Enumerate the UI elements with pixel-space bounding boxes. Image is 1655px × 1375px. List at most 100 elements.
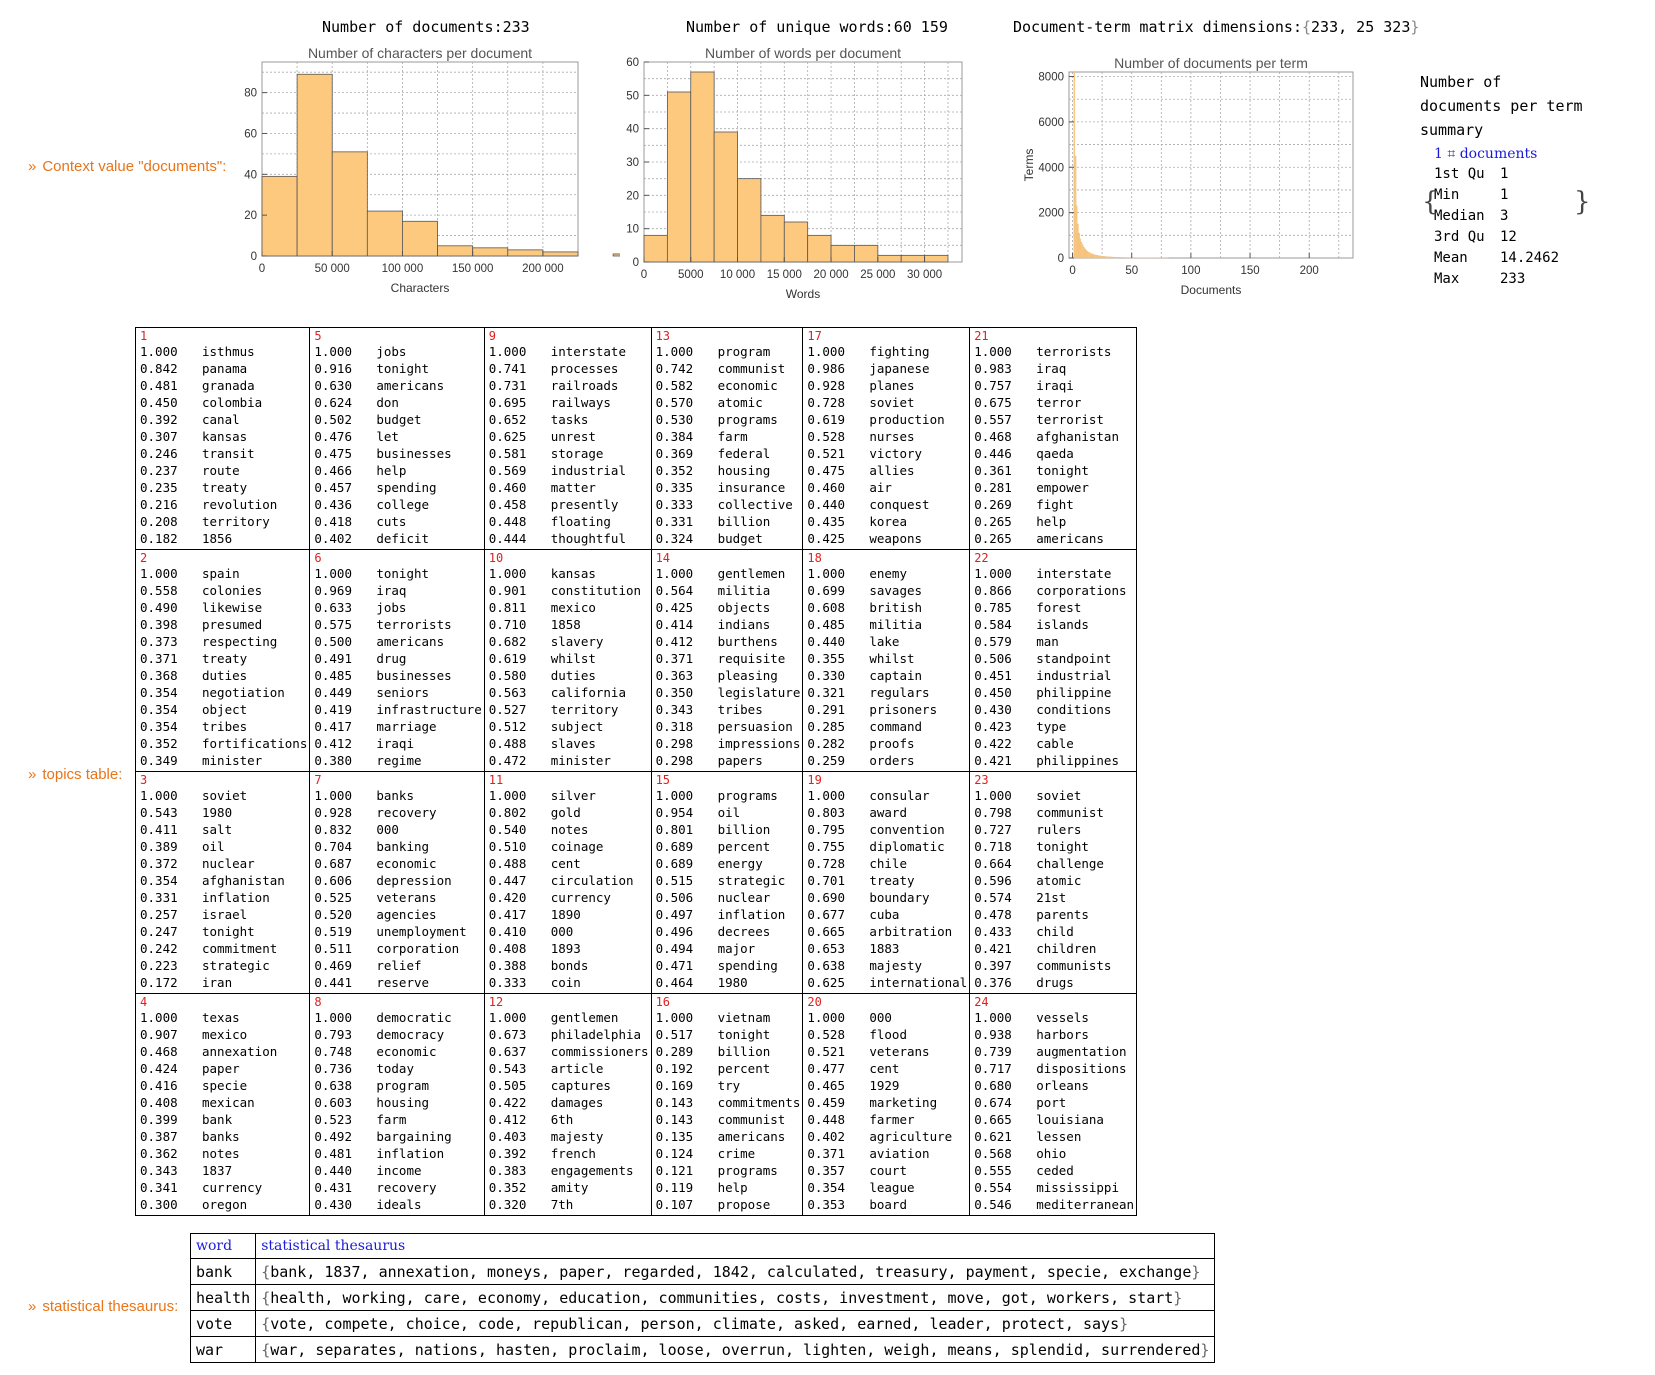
term-word: 1929	[869, 1078, 900, 1093]
thesaurus-terms: health, working, care, economy, educatio…	[270, 1288, 1174, 1307]
term-score: 0.801	[655, 822, 694, 837]
term-word: programs	[717, 788, 778, 803]
term-score: 0.928	[807, 378, 845, 393]
topic-term-row: 0.510 coinage	[489, 838, 649, 855]
histogram-bar	[807, 234, 832, 263]
term-score: 0.606	[314, 873, 352, 888]
term-word: mexico	[550, 600, 596, 615]
topic-term-row: 0.540 notes	[489, 821, 649, 838]
term-word: housing	[717, 463, 771, 478]
topic-term-row: 0.481 inflation	[314, 1145, 481, 1162]
topic-term-row: 0.460 air	[807, 479, 967, 496]
term-score: 0.488	[488, 856, 527, 871]
histogram-bar	[666, 91, 692, 263]
term-score: 0.298	[655, 753, 694, 768]
thesaurus-row: bank {bank, 1837, annexation, moneys, pap…	[189, 1258, 1216, 1285]
term-word: persuasion	[717, 719, 793, 734]
term-score: 0.124	[655, 1146, 694, 1161]
topic-term-row: 0.546 mediterranean	[974, 1196, 1134, 1213]
term-word: program	[717, 344, 771, 359]
term-word: islands	[1036, 617, 1089, 632]
topic-term-row: 0.265 americans	[974, 530, 1134, 547]
term-score: 0.265	[974, 531, 1012, 546]
term-score: 0.496	[655, 924, 694, 939]
x-tick-label: 150	[1240, 265, 1259, 277]
topic-term-row: 0.333 collective	[656, 496, 801, 513]
term-word: major	[717, 941, 756, 956]
term-score: 0.119	[655, 1180, 694, 1195]
term-score: 0.519	[314, 924, 352, 939]
term-word: kansas	[550, 566, 596, 581]
term-word: banking	[376, 839, 430, 854]
term-score: 0.757	[974, 378, 1012, 393]
topic-term-row: 0.793 democracy	[314, 1026, 481, 1043]
term-word: 1858	[550, 617, 581, 632]
term-score: 0.690	[807, 890, 845, 905]
term-word: banks	[376, 788, 414, 803]
term-score: 0.731	[488, 378, 527, 393]
topic-term-row: 0.135 americans	[656, 1128, 801, 1145]
topic-cell: 12 1.000 gentlemen 0.673 philadelphia 0.637 co…	[483, 993, 652, 1216]
term-word: 1893	[550, 941, 581, 956]
y-tick-label: 60	[626, 57, 639, 69]
term-score: 0.257	[140, 907, 178, 922]
topic-term-row: 0.625 international	[807, 974, 967, 991]
term-word: cuba	[869, 907, 900, 922]
term-word: vietnam	[717, 1010, 771, 1025]
term-word: tribes	[717, 702, 763, 717]
histogram-bar	[437, 245, 474, 257]
topic-cell: 21 1.000 terrorists 0.983 iraq 0.757 iraqi 0.67…	[969, 327, 1138, 550]
topic-term-row: 0.408 1893	[489, 940, 649, 957]
topic-number: 22	[974, 551, 989, 565]
topic-term-row: 0.490 likewise	[140, 599, 307, 616]
term-score: 0.689	[655, 839, 694, 854]
term-word: notes	[550, 822, 589, 837]
topic-term-row: 0.320 7th	[489, 1196, 649, 1213]
topic-term-row: 0.638 program	[314, 1077, 481, 1094]
term-word: don	[376, 395, 399, 410]
term-score: 0.677	[807, 907, 845, 922]
term-score: 0.354	[140, 873, 178, 888]
term-score: 0.543	[140, 805, 178, 820]
term-score: 0.528	[807, 1027, 845, 1042]
topic-term-row: 0.459 marketing	[807, 1094, 967, 1111]
y-tick-label: 20	[626, 190, 639, 202]
topic-cell: 2 1.000 spain 0.558 colonies 0.490 likewise 0.3…	[134, 549, 311, 772]
topic-term-row: 0.801 billion	[656, 821, 801, 838]
topic-term-row: 0.451 industrial	[974, 667, 1134, 684]
topic-number: 12	[488, 995, 504, 1009]
term-word: strategic	[202, 958, 270, 973]
term-score: 0.387	[140, 1129, 178, 1144]
term-word: fighting	[869, 344, 930, 359]
term-score: 0.521	[807, 446, 845, 461]
term-word: philippines	[1036, 753, 1119, 768]
term-word: processes	[550, 361, 619, 376]
term-word: commitment	[202, 941, 278, 956]
term-word: likewise	[202, 600, 263, 615]
topic-term-row: 0.842 panama	[140, 360, 307, 377]
term-word: specie	[202, 1078, 248, 1093]
topic-number: 20	[807, 995, 822, 1009]
term-score: 1.000	[488, 566, 527, 581]
topic-term-row: 0.757 iraqi	[974, 377, 1134, 394]
term-word: orleans	[1036, 1078, 1089, 1093]
term-score: 0.354	[140, 719, 178, 734]
term-score: 0.424	[140, 1061, 178, 1076]
term-word: forest	[1036, 600, 1082, 615]
term-word: flood	[869, 1027, 907, 1042]
topic-term-row: 0.369 federal	[656, 445, 801, 462]
term-score: 0.298	[655, 736, 694, 751]
topic-term-row: 0.321 regulars	[807, 684, 967, 701]
term-score: 0.420	[488, 890, 527, 905]
histogram-bar	[643, 234, 668, 263]
term-score: 0.803	[807, 805, 845, 820]
histogram-bar	[507, 249, 544, 257]
term-score: 0.689	[655, 856, 694, 871]
histogram-bar	[1123, 257, 1125, 259]
term-score: 0.460	[807, 480, 845, 495]
term-word: transit	[202, 446, 255, 461]
term-score: 0.728	[807, 856, 845, 871]
term-word: propose	[717, 1197, 771, 1212]
topics-grid-row: 3 1.000 soviet 0.543 1980 0.411 salt 0.389 oil 0.…	[134, 771, 1138, 994]
term-score: 0.575	[314, 617, 352, 632]
